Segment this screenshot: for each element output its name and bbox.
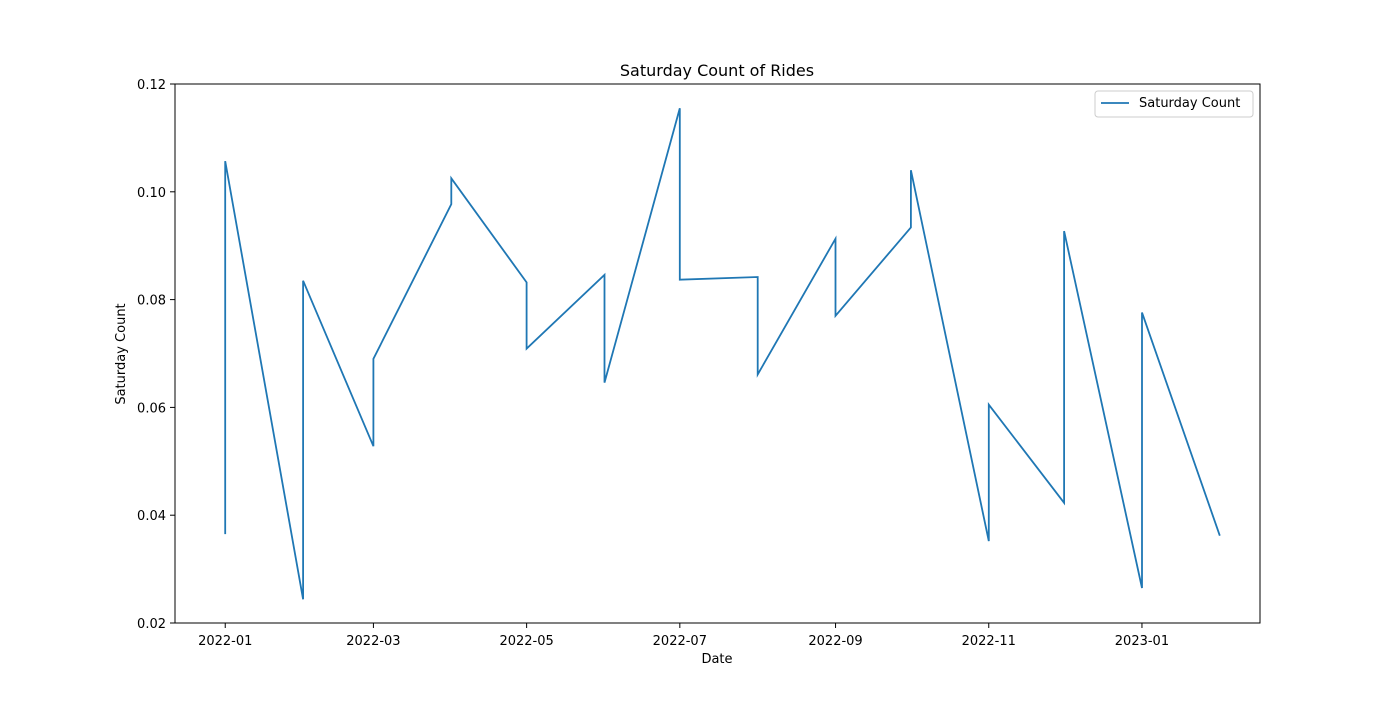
x-tick-label: 2022-11 (962, 634, 1016, 649)
series-layer (224, 108, 1221, 600)
x-tick-label: 2022-01 (198, 634, 252, 649)
x-axis-label: Date (701, 652, 732, 667)
x-tick-label: 2022-09 (808, 634, 862, 649)
y-axis-label: Saturday Count (114, 303, 129, 404)
x-tick-label: 2023-01 (1115, 634, 1169, 649)
y-tick-label: 0.02 (137, 617, 166, 632)
y-tick-label: 0.08 (137, 294, 166, 309)
x-tick-label: 2022-03 (346, 634, 400, 649)
chart-title: Saturday Count of Rides (620, 61, 814, 80)
y-tick-label: 0.12 (137, 78, 166, 93)
x-tick-label: 2022-07 (653, 634, 707, 649)
series-line-saturday-count (224, 108, 1221, 600)
x-tick-label: 2022-05 (499, 634, 553, 649)
y-tick-label: 0.04 (137, 509, 166, 524)
plot-area-frame (174, 83, 1261, 624)
legend-box (1094, 90, 1254, 118)
legend: Saturday Count (1094, 90, 1254, 118)
axis-ticks: 2022-01 2022-03 2022-05 2022-07 2022-09 2022-… (137, 78, 1169, 649)
y-tick-label: 0.06 (137, 401, 166, 416)
y-tick-label: 0.10 (137, 186, 166, 201)
legend-label-saturday-count: Saturday Count (1139, 96, 1240, 111)
